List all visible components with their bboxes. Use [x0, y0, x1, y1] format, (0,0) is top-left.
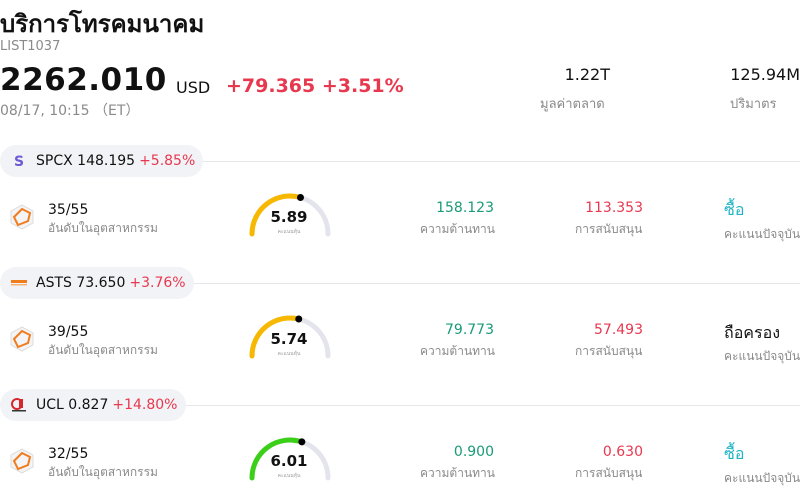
stock-score: 6.01 [270, 452, 308, 470]
current-rating-label: คะแนนปัจจุบัน [724, 227, 800, 241]
industry-rank-value: 35/55 [48, 202, 89, 218]
stock-symbol: SPCX [36, 153, 73, 169]
resistance-value: 79.773 [445, 322, 494, 338]
resistance-label: ความต้านทาน [420, 344, 495, 358]
industry-rank-label: อันดับในอุตสาหกรรม [48, 465, 158, 479]
list-code: LIST1037 [0, 39, 61, 54]
current-rating-label: คะแนนปัจจุบัน [724, 349, 800, 363]
stock-pill-ucl[interactable]: UCL 0.827 +14.80% [0, 389, 186, 421]
score-gauge [246, 432, 334, 488]
industry-rank-icon [8, 325, 36, 353]
industry-rank-icon [8, 203, 36, 231]
price-change: +79.365 +3.51% [226, 75, 404, 97]
industry-rank-value: 32/55 [48, 446, 89, 462]
current-rating: ซื้อ [724, 444, 745, 463]
stock-change: +5.85% [139, 153, 196, 169]
score-gauge [246, 310, 334, 366]
industry-rank-value: 39/55 [48, 324, 89, 340]
section-divider [200, 161, 800, 162]
stock-symbol: ASTS [36, 275, 72, 291]
page-title: บริการโทรคมนาคม [0, 10, 205, 38]
resistance-value: 158.123 [436, 200, 494, 216]
stock-score: 5.89 [270, 208, 308, 226]
current-rating-label: คะแนนปัจจุบัน [724, 471, 800, 485]
section-divider [183, 405, 800, 406]
score-gauge [246, 188, 334, 244]
volume-value: 125.94M [730, 65, 800, 84]
stock-pill-asts[interactable]: ASTS 73.650 +3.76% [0, 267, 194, 299]
industry-rank-icon [8, 447, 36, 475]
current-rating: ซื้อ [724, 200, 745, 219]
market-cap-label: มูลค่าตลาด [540, 97, 605, 112]
current-rating: ถือครอง [724, 323, 781, 342]
section-divider [190, 283, 800, 284]
index-price: 2262.010 [0, 62, 167, 98]
ucl-logo-icon [10, 396, 28, 414]
support-value: 0.630 [602, 444, 643, 460]
spcx-logo-icon: S [10, 152, 28, 170]
stock-pill-spcx[interactable]: S SPCX 148.195 +5.85% [0, 145, 204, 177]
support-value: 57.493 [594, 322, 643, 338]
industry-rank-label: อันดับในอุตสาหกรรม [48, 343, 158, 357]
stock-change: +3.76% [129, 275, 186, 291]
stock-score-label: คะแนนหุ้น [277, 473, 301, 479]
currency-label: USD [176, 78, 211, 97]
resistance-label: ความต้านทาน [420, 222, 495, 236]
support-label: การสนับสนุน [575, 222, 643, 236]
stock-score-label: คะแนนหุ้น [277, 351, 301, 357]
volume-label: ปริมาตร [730, 97, 777, 112]
resistance-value: 0.900 [453, 444, 494, 460]
stock-price: 73.650 [76, 275, 126, 291]
stock-score-label: คะแนนหุ้น [277, 229, 301, 235]
svg-text:S: S [14, 154, 24, 170]
support-label: การสนับสนุน [575, 466, 643, 480]
industry-rank-label: อันดับในอุตสาหกรรม [48, 221, 158, 235]
stock-change: +14.80% [112, 397, 178, 413]
stock-price: 0.827 [68, 397, 109, 413]
asts-logo-icon [10, 274, 28, 292]
support-label: การสนับสนุน [575, 344, 643, 358]
support-value: 113.353 [585, 200, 643, 216]
resistance-label: ความต้านทาน [420, 466, 495, 480]
stock-score: 5.74 [270, 330, 308, 348]
stock-price: 148.195 [77, 153, 136, 169]
timestamp: 08/17, 10:15 （ET） [0, 103, 140, 119]
market-cap-value: 1.22T [564, 65, 610, 84]
stock-symbol: UCL [36, 397, 64, 413]
